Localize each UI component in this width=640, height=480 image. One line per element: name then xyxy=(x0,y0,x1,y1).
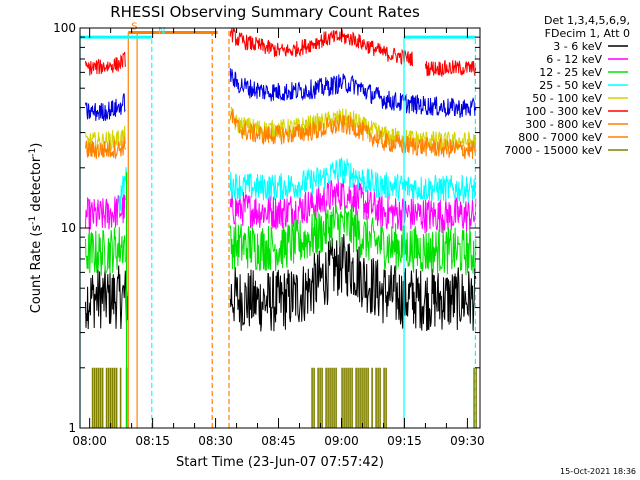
x-tick-label-0: 08:00 xyxy=(72,434,107,448)
y-axis-label: Count Rate (s-1 detector-1) xyxy=(28,143,44,314)
date-stamp: 15-Oct-2021 18:36 xyxy=(560,467,636,476)
series-7-segment-1 xyxy=(229,68,477,118)
series-0-segment-0 xyxy=(85,265,129,330)
series-5-segment-1 xyxy=(229,28,413,67)
olive-bar-group-2 xyxy=(473,367,477,428)
series-1-segment-0 xyxy=(85,193,126,234)
x-axis-label: Start Time (23-Jun-07 07:57:42) xyxy=(176,455,384,470)
legend-label-3: 25 - 50 keV xyxy=(539,79,602,92)
legend-label-1: 6 - 12 keV xyxy=(546,53,602,66)
y-axis-label-main: Count Rate (s xyxy=(29,225,44,314)
x-tick-label-5: 09:15 xyxy=(387,434,422,448)
series-layer xyxy=(85,28,477,332)
x-tick-label-4: 09:00 xyxy=(324,434,359,448)
series-5-segment-2 xyxy=(424,60,477,78)
series-3-segment-0 xyxy=(118,167,128,214)
legend-label-8: 7000 - 15000 keV xyxy=(504,144,602,157)
olive-bars-layer xyxy=(91,367,477,428)
series-2-segment-0 xyxy=(85,226,126,276)
series-2-segment-1 xyxy=(229,204,477,276)
series-6-segment-1 xyxy=(229,108,477,160)
axes-layer: 08:00 08:15 08:30 08:45 09:00 09:15 09:30 1 10 10… xyxy=(53,21,485,448)
y-axis-label-sup: -1 xyxy=(28,216,38,225)
series-3-segment-1 xyxy=(229,156,477,205)
y-axis-label-close: ) xyxy=(29,143,44,148)
legend-label-6: 300 - 800 keV xyxy=(525,118,602,131)
y-tick-label-1: 10 xyxy=(61,221,76,235)
series-0-segment-1 xyxy=(229,233,477,332)
legend-header-0: Det 1,3,4,5,6,9, xyxy=(544,14,630,27)
x-tick-label-3: 08:45 xyxy=(261,434,296,448)
legend: Det 1,3,4,5,6,9,FDecim 1, Att 03 - 6 keV… xyxy=(504,14,630,157)
series-1-segment-1 xyxy=(229,178,477,234)
chart-title: RHESSI Observing Summary Count Rates xyxy=(110,3,420,21)
series-4-segment-0 xyxy=(85,125,126,154)
x-tick-label-6: 09:30 xyxy=(450,434,485,448)
y-axis-label-sup2: -1 xyxy=(28,148,38,157)
y-tick-label-2: 100 xyxy=(53,21,76,35)
series-7-segment-0 xyxy=(85,93,126,121)
legend-label-5: 100 - 300 keV xyxy=(525,105,602,118)
x-tick-label-1: 08:15 xyxy=(135,434,170,448)
series-5-segment-0 xyxy=(85,51,126,76)
legend-label-4: 50 - 100 keV xyxy=(532,92,602,105)
legend-header-1: FDecim 1, Att 0 xyxy=(545,27,630,40)
x-tick-label-2: 08:30 xyxy=(198,434,233,448)
olive-bar-group-1 xyxy=(311,367,387,428)
y-tick-label-0: 1 xyxy=(68,421,76,435)
y-axis-label-rest: detector xyxy=(29,156,44,216)
legend-label-0: 3 - 6 keV xyxy=(553,40,602,53)
series-6-segment-0 xyxy=(85,136,126,159)
flag-label-1: N xyxy=(158,26,165,37)
olive-bar-group-0 xyxy=(91,367,128,428)
legend-label-7: 800 - 7000 keV xyxy=(518,131,602,144)
legend-label-2: 12 - 25 keV xyxy=(539,66,602,79)
flag-label-0: S xyxy=(131,21,137,32)
